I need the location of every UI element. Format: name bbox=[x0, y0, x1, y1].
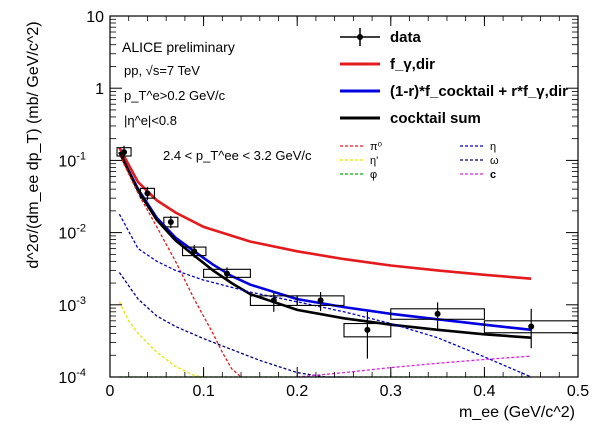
curves bbox=[118, 147, 532, 378]
series-line-1 bbox=[118, 151, 532, 332]
data-point bbox=[121, 149, 128, 156]
data-points bbox=[116, 145, 579, 359]
annotation-system: pp, √s=7 TeV bbox=[124, 63, 200, 78]
x-tick-label: 0.5 bbox=[567, 383, 589, 400]
data-point bbox=[364, 326, 371, 333]
y-tick-exponent: -1 bbox=[76, 150, 86, 162]
legend-etaprime-label: η' bbox=[370, 155, 378, 167]
x-tick-label: 0.2 bbox=[286, 383, 308, 400]
y-tick-label: 1 bbox=[95, 81, 104, 98]
x-tick-label: 0.3 bbox=[380, 383, 402, 400]
data-point bbox=[144, 190, 151, 197]
series-line-2 bbox=[118, 151, 532, 339]
series-line-6 bbox=[118, 272, 344, 378]
legend-cocktail-label: cocktail sum bbox=[390, 110, 481, 127]
legend-eta-label: η bbox=[490, 141, 496, 153]
x-axis-title: m_ee (GeV/c^2) bbox=[459, 404, 575, 421]
annotation-experiment: ALICE preliminary bbox=[122, 39, 235, 55]
y-tick-exponent: -3 bbox=[76, 295, 86, 307]
series-line-3 bbox=[118, 154, 242, 378]
data-point bbox=[167, 219, 174, 226]
data-point bbox=[224, 270, 230, 277]
data-point bbox=[191, 248, 198, 255]
y-tick-label: 10-1 bbox=[58, 150, 86, 170]
series-line-0 bbox=[118, 147, 532, 280]
series-line-4 bbox=[118, 213, 532, 378]
legend-omega-label: ω bbox=[490, 155, 499, 167]
x-tick-label: 0.1 bbox=[192, 383, 214, 400]
legend-fdir-label: f_γ,dir bbox=[390, 56, 435, 73]
legend-charm-label: c bbox=[490, 169, 496, 181]
annotation-pt-cut: p_T^e>0.2 GeV/c bbox=[124, 88, 226, 103]
legend-main: data f_γ,dir (1-r)*f_cocktail + r*f_γ,di… bbox=[340, 28, 568, 127]
y-tick-exponent: -2 bbox=[76, 223, 86, 235]
series-line-5 bbox=[118, 301, 204, 378]
legend-pi0-label: π⁰ bbox=[370, 141, 383, 153]
y-tick-exponent: -4 bbox=[76, 367, 86, 379]
x-tick-label: 0 bbox=[106, 383, 115, 400]
data-point bbox=[528, 323, 535, 330]
legend-data-label: data bbox=[390, 29, 422, 46]
y-tick-label: 10-3 bbox=[58, 295, 86, 315]
annotation-eta-cut: |η^e|<0.8 bbox=[124, 113, 177, 128]
legend-components: π⁰ η η' ω φ c bbox=[340, 141, 499, 181]
y-tick-label: 10-2 bbox=[58, 223, 86, 243]
legend-mix-label: (1-r)*f_cocktail + r*f_γ,dir bbox=[390, 83, 568, 100]
y-tick-label: 10 bbox=[86, 9, 104, 26]
series-line-8 bbox=[297, 355, 532, 378]
data-point bbox=[317, 297, 324, 304]
y-axis-title: d^2σ/(dm_ee dp_T) (mb/ GeV/c^2) bbox=[25, 21, 42, 268]
data-point bbox=[270, 297, 277, 304]
legend-phi-label: φ bbox=[370, 169, 377, 181]
y-tick-label: 10-4 bbox=[58, 367, 86, 387]
data-point bbox=[434, 310, 441, 317]
plot-frame bbox=[109, 15, 579, 378]
annotation-pt-range: 2.4 < p_T^ee < 3.2 GeV/c bbox=[163, 148, 312, 163]
x-tick-label: 0.4 bbox=[473, 383, 495, 400]
